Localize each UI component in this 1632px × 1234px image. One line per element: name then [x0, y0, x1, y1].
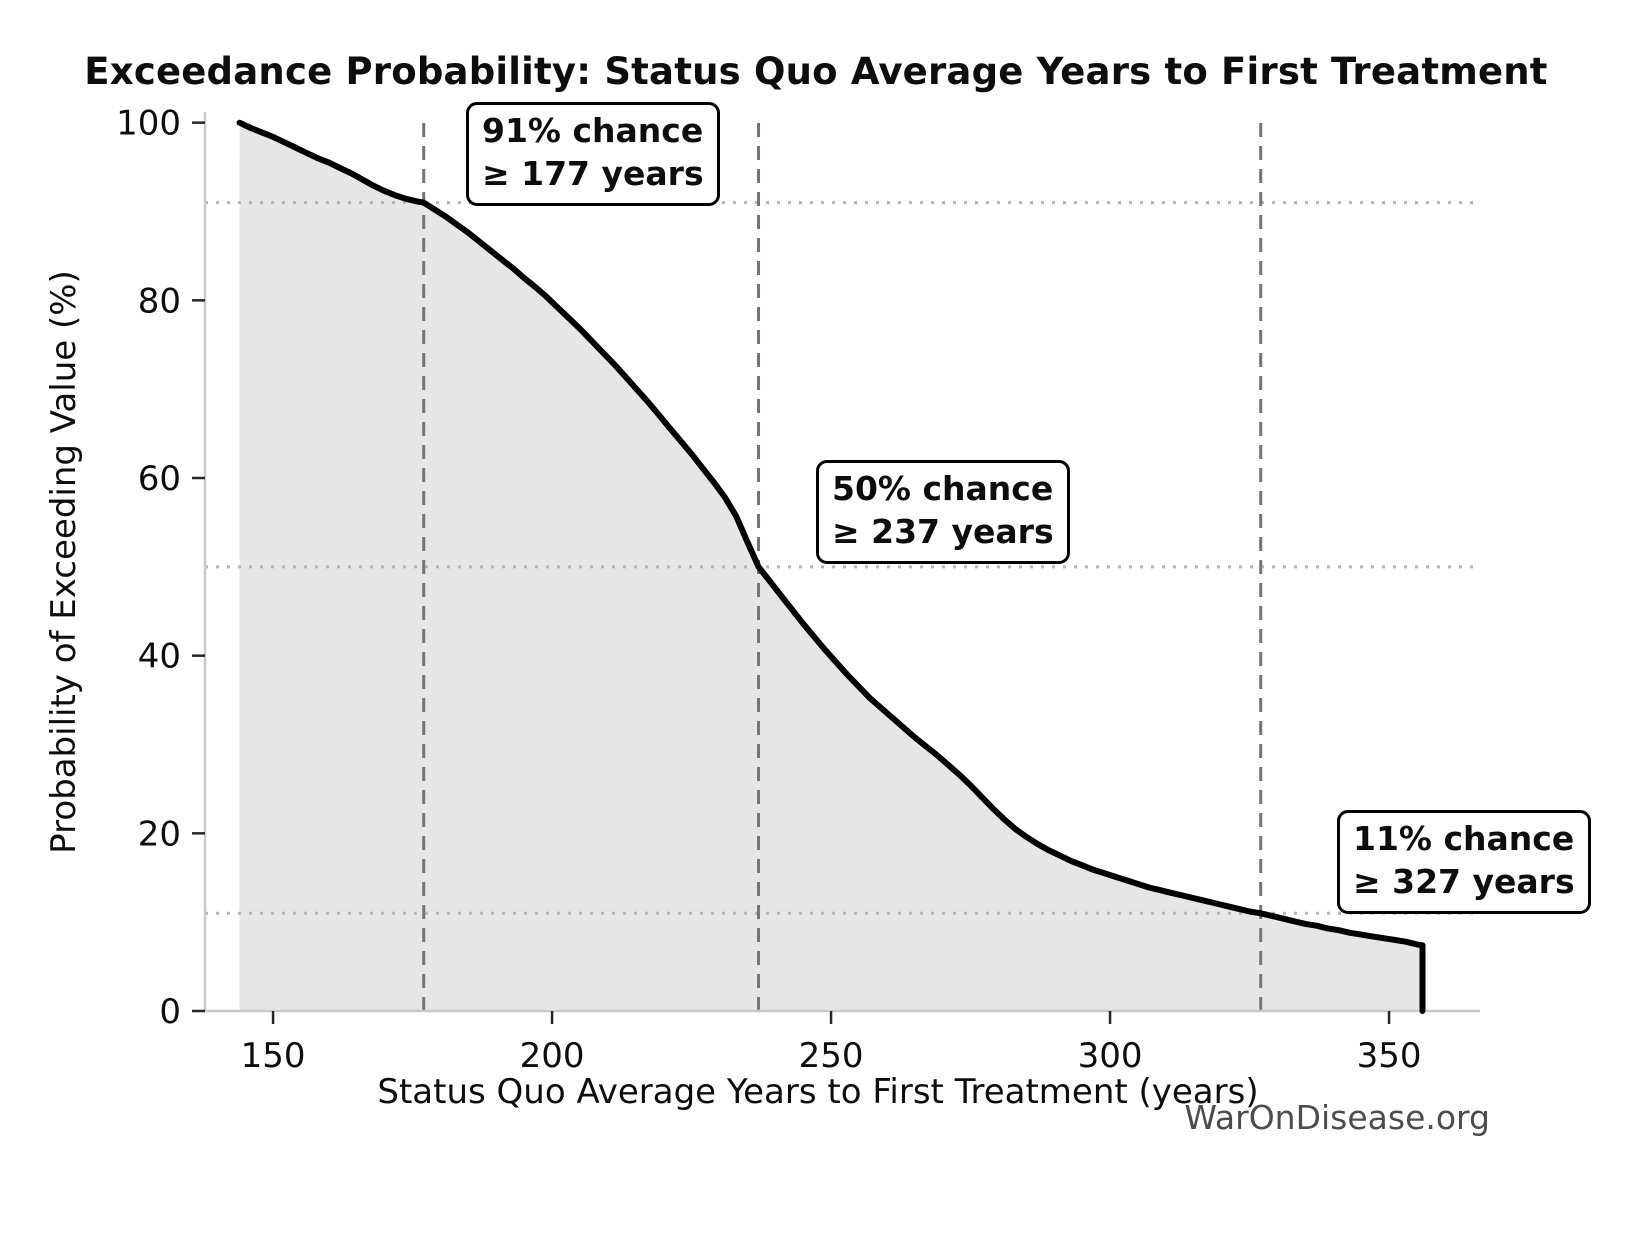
x-tick-label: 150: [241, 1036, 306, 1076]
watermark-text: WarOnDisease.org: [1184, 1098, 1490, 1137]
y-tick-label: 100: [116, 104, 181, 144]
x-tick-label: 200: [520, 1036, 585, 1076]
x-tick-label: 250: [799, 1036, 864, 1076]
annotation-line2: ≥ 327 years: [1353, 861, 1575, 901]
y-tick-label: 60: [138, 459, 181, 499]
annotation-line1: 11% chance: [1353, 819, 1575, 858]
y-axis-label: Probability of Exceeding Value (%): [44, 270, 84, 854]
annotation-line1: 91% chance: [482, 111, 704, 150]
x-tick-label: 350: [1357, 1036, 1422, 1076]
y-tick-label: 40: [138, 637, 181, 677]
annotation-line2: ≥ 177 years: [482, 153, 704, 193]
curve-fill-area: [239, 122, 1423, 1011]
annotation-line2: ≥ 237 years: [832, 511, 1054, 551]
annotation-11-percent: 11% chance ≥ 327 years: [1337, 810, 1591, 914]
annotation-50-percent: 50% chance ≥ 237 years: [816, 460, 1070, 564]
annotation-91-percent: 91% chance ≥ 177 years: [466, 102, 720, 206]
chart-title: Exceedance Probability: Status Quo Avera…: [84, 50, 1548, 93]
x-tick-label: 300: [1078, 1036, 1143, 1076]
y-tick-label: 80: [138, 281, 181, 321]
y-tick-label: 0: [159, 992, 181, 1032]
exceedance-curve: [236, 119, 1426, 1014]
y-tick-label: 20: [138, 814, 181, 854]
x-axis-label: Status Quo Average Years to First Treatm…: [377, 1072, 1259, 1112]
annotation-line1: 50% chance: [832, 469, 1054, 508]
